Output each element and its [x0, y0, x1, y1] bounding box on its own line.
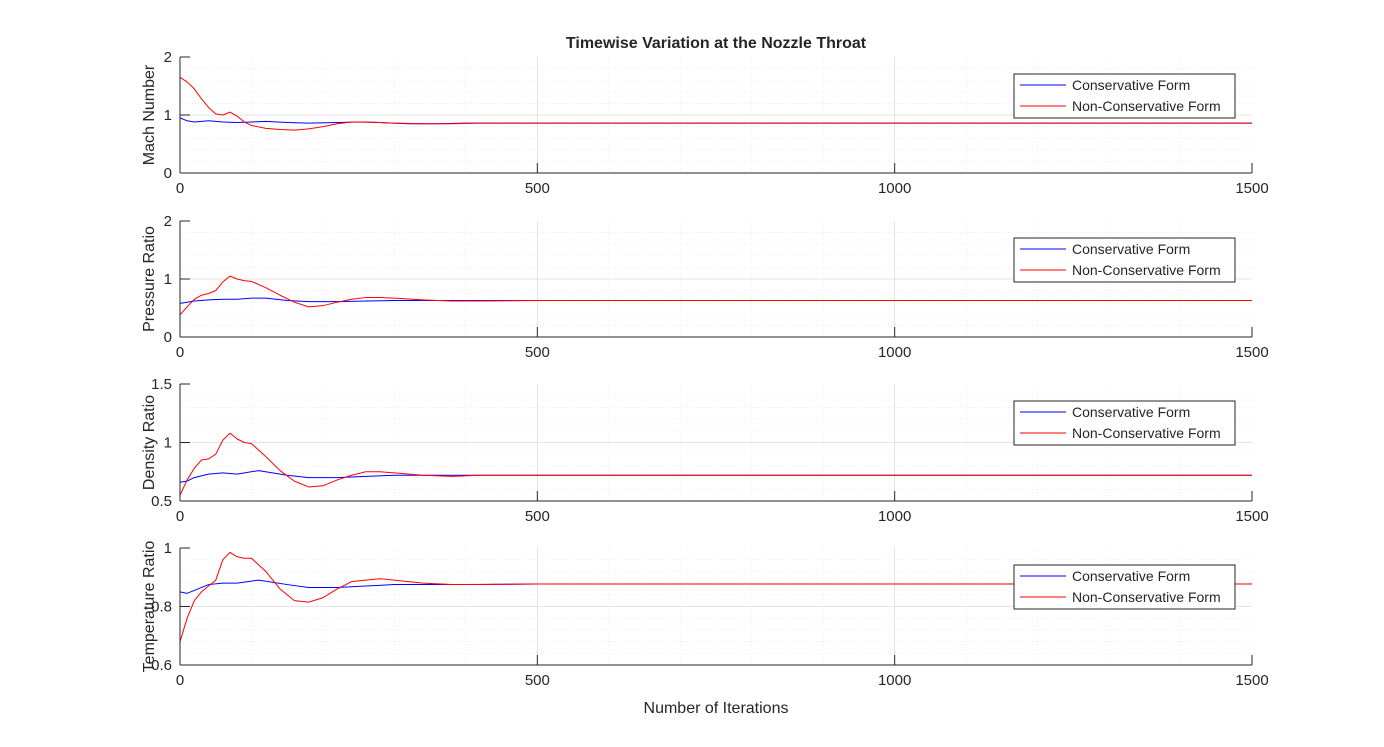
x-tick-label: 0 [176, 180, 184, 197]
y-tick-label: 1 [164, 435, 172, 452]
legend-box [1013, 564, 1236, 610]
subplot-3: 0 500 1000 1500 0.5 1 1.5 Density Ratio Conserva… [141, 376, 1269, 525]
x-tick-label: 0 [176, 672, 184, 689]
legend-entry: Non-Conservative Form [1072, 98, 1221, 114]
x-tick-label: 500 [525, 180, 550, 197]
y-tick-label: 1 [164, 271, 172, 288]
legend-entry: Non-Conservative Form [1072, 589, 1221, 605]
subplot-1: 0 500 1000 1500 0 1 2 Mach Number Conservative F… [141, 49, 1269, 197]
legend-box [1013, 73, 1236, 119]
y-tick-label: 0.6 [151, 657, 172, 674]
series-line-non-conservative-form [179, 76, 1252, 131]
y-tick-label: 2 [164, 213, 172, 230]
x-tick-label: 1000 [878, 180, 911, 197]
x-tick-label: 1500 [1235, 672, 1268, 689]
y-axis-label: Pressure Ratio [141, 226, 158, 332]
x-tick-label: 500 [525, 508, 550, 525]
x-tick-label: 0 [176, 344, 184, 361]
subplot-2: 0 500 1000 1500 0 1 2 Pressure Ratio Conservativ… [141, 213, 1269, 361]
legend: Conservative Form Non-Conservative Form [1013, 400, 1236, 446]
x-tick-label: 1500 [1235, 508, 1268, 525]
x-tick-label: 1000 [878, 344, 911, 361]
y-tick-label: 0 [164, 165, 172, 182]
x-axis-label: Number of Iterations [644, 700, 789, 717]
x-tick-label: 500 [525, 672, 550, 689]
x-tick-label: 1500 [1235, 180, 1268, 197]
series-line-non-conservative-form [179, 551, 1252, 642]
legend-entry: Non-Conservative Form [1072, 262, 1221, 278]
y-tick-label: 1 [164, 107, 172, 124]
legend-entry: Conservative Form [1072, 241, 1190, 257]
y-tick-label: 1.5 [151, 376, 172, 393]
x-tick-label: 0 [176, 508, 184, 525]
x-tick-label: 1500 [1235, 344, 1268, 361]
y-tick-label: 0.5 [151, 493, 172, 510]
y-axis-label: Density Ratio [141, 395, 158, 490]
y-axis-label: Mach Number [141, 64, 158, 165]
y-tick-label: 2 [164, 49, 172, 66]
x-tick-label: 500 [525, 344, 550, 361]
series-line-non-conservative-form [179, 275, 1252, 316]
series-line-non-conservative-form [179, 432, 1252, 496]
legend: Conservative Form Non-Conservative Form [1013, 73, 1236, 119]
x-tick-label: 1000 [878, 672, 911, 689]
legend-entry: Conservative Form [1072, 404, 1190, 420]
legend-box [1013, 400, 1236, 446]
subplot-4: 0 500 1000 1500 0.6 0.8 1 Temperature Ratio Cons… [141, 540, 1269, 689]
y-tick-label: 1 [164, 540, 172, 557]
legend: Conservative Form Non-Conservative Form [1013, 564, 1236, 610]
y-tick-label: 0 [164, 329, 172, 346]
legend-entry: Conservative Form [1072, 77, 1190, 93]
legend: Conservative Form Non-Conservative Form [1013, 237, 1236, 283]
legend-entry: Conservative Form [1072, 568, 1190, 584]
x-tick-label: 1000 [878, 508, 911, 525]
y-tick-label: 0.8 [151, 599, 172, 616]
y-axis-label: Temperature Ratio [141, 541, 158, 673]
legend-entry: Non-Conservative Form [1072, 425, 1221, 441]
legend-box [1013, 237, 1236, 283]
chart-title: Timewise Variation at the Nozzle Throat [566, 35, 867, 52]
